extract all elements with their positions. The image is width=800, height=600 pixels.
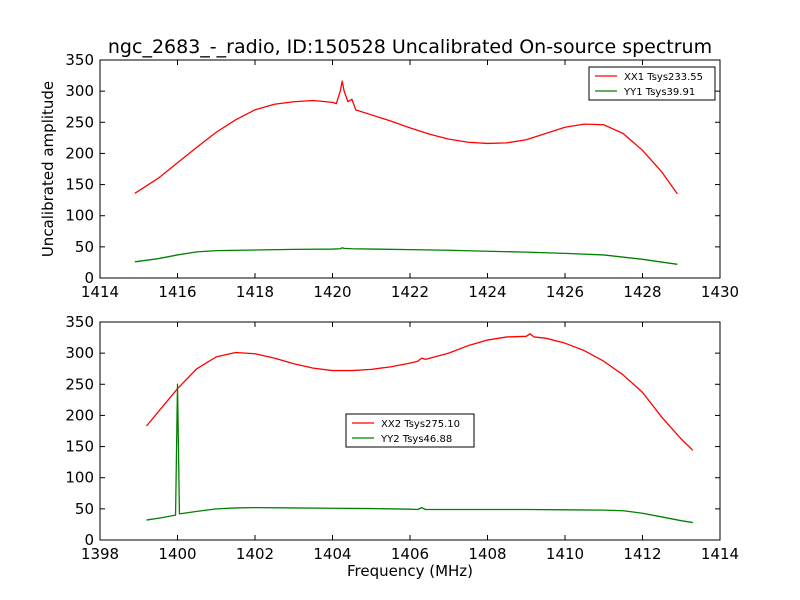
y-tick-label: 350 (65, 51, 94, 69)
legend: XX2 Tsys275.10 YY2 Tsys46.88 (345, 413, 475, 448)
legend-label: XX2 Tsys275.10 (381, 419, 460, 430)
x-tick-label: 1430 (701, 283, 739, 301)
x-tick-label: 1402 (236, 545, 274, 563)
legend-box (345, 413, 475, 448)
x-tick-label: 1426 (546, 283, 584, 301)
chart-title: ngc_2683_-_radio, ID:150528 Uncalibrated… (108, 36, 712, 58)
legend-box (588, 66, 716, 101)
x-tick-label: 1414 (81, 283, 119, 301)
y-tick-label: 100 (65, 469, 94, 487)
plot-frame (99, 321, 721, 541)
y-tick-label: 100 (65, 207, 94, 225)
plot-frame (99, 59, 721, 279)
legend-label: XX1 Tsys233.55 (624, 72, 703, 83)
series-line-xx1 (134, 80, 678, 195)
y-tick-label: 250 (65, 375, 94, 393)
legend: XX1 Tsys233.55 YY1 Tsys39.91 (588, 66, 716, 101)
y-tick-label: 300 (65, 82, 94, 100)
y-axis-label: Uncalibrated amplitude (39, 81, 57, 257)
y-tick-label: 250 (65, 113, 94, 131)
x-tick-label: 1398 (81, 545, 119, 563)
y-tick-label: 200 (65, 144, 94, 162)
y-tick-label: 50 (75, 238, 94, 256)
y-tick-label: 350 (65, 313, 94, 331)
y-tick-label: 150 (65, 438, 94, 456)
legend-label: YY1 Tsys39.91 (623, 87, 695, 98)
y-tick-label: 150 (65, 176, 94, 194)
y-tick-label: 0 (84, 531, 94, 549)
x-tick-label: 1418 (236, 283, 274, 301)
x-tick-label: 1414 (701, 545, 739, 563)
series-line-yy1 (134, 247, 678, 265)
y-tick-label: 50 (75, 500, 94, 518)
x-tick-label: 1420 (313, 283, 351, 301)
x-tick-label: 1400 (158, 545, 196, 563)
x-tick-label: 1412 (623, 545, 661, 563)
x-tick-label: 1406 (391, 545, 429, 563)
series-line-xx2 (145, 333, 694, 451)
series-line-yy2 (146, 383, 693, 524)
x-tick-label: 1424 (468, 283, 506, 301)
x-tick-label: 1422 (391, 283, 429, 301)
y-tick-label: 0 (84, 269, 94, 287)
legend-label: YY2 Tsys46.88 (380, 434, 452, 445)
x-axis-label: Frequency (MHz) (347, 562, 473, 580)
top-plot-panel: 1414 1416 1418 1420 1422 1424 1426 1428 1430 0 50 1… (65, 51, 739, 301)
x-tick-label: 1408 (468, 545, 506, 563)
y-tick-label: 200 (65, 406, 94, 424)
x-tick-label: 1416 (158, 283, 196, 301)
y-tick-label: 300 (65, 344, 94, 362)
bottom-plot-panel: 1398 1400 1402 1404 1406 1408 1410 1412 1414 0 50 1… (65, 313, 739, 563)
x-tick-label: 1428 (623, 283, 661, 301)
x-tick-label: 1404 (313, 545, 351, 563)
x-tick-label: 1410 (546, 545, 584, 563)
